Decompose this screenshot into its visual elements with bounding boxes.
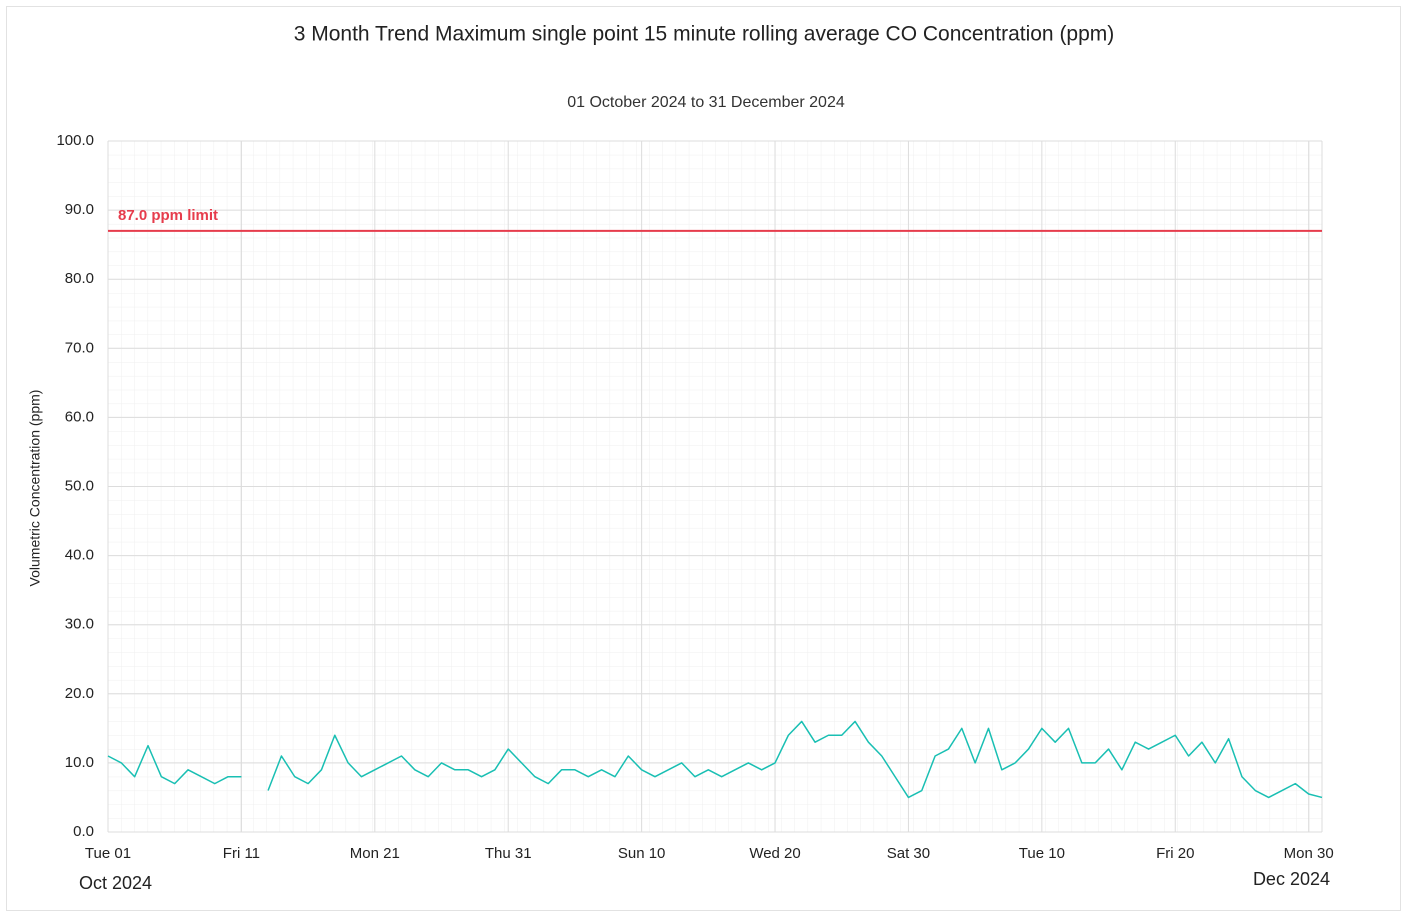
y-tick-label: 100.0: [56, 132, 94, 149]
x-period-end: Dec 2024: [1253, 869, 1330, 889]
y-tick-label: 40.0: [65, 547, 94, 564]
x-tick-label: Fri 11: [223, 845, 260, 862]
limit-label: 87.0 ppm limit: [118, 207, 218, 224]
data-line: [107, 720, 1323, 799]
x-tick-label: Tue 10: [1019, 845, 1065, 862]
y-tick-label: 0.0: [73, 823, 94, 840]
y-tick-label: 10.0: [65, 754, 94, 771]
y-tick-label: 70.0: [65, 339, 94, 356]
y-tick-label: 50.0: [65, 477, 94, 494]
y-tick-label: 60.0: [65, 408, 94, 425]
x-tick-label: Sat 30: [887, 845, 930, 862]
y-tick-label: 30.0: [65, 616, 94, 633]
y-tick-label: 80.0: [65, 270, 94, 287]
x-tick-label: Tue 01: [85, 845, 131, 862]
x-tick-label: Thu 31: [485, 845, 532, 862]
chart-subtitle: 01 October 2024 to 31 December 2024: [567, 94, 845, 111]
x-tick-label: Wed 20: [749, 845, 800, 862]
x-tick-label: Sun 10: [618, 845, 666, 862]
x-tick-label: Mon 30: [1284, 845, 1334, 862]
x-tick-label: Fri 20: [1156, 845, 1194, 862]
y-tick-label: 90.0: [65, 201, 94, 218]
x-period-start: Oct 2024: [79, 873, 152, 893]
x-tick-label: Mon 21: [350, 845, 400, 862]
chart-title: 3 Month Trend Maximum single point 15 mi…: [294, 23, 1115, 46]
y-axis-label: Volumetric Concentration (ppm): [27, 390, 43, 587]
y-tick-label: 20.0: [65, 685, 94, 702]
